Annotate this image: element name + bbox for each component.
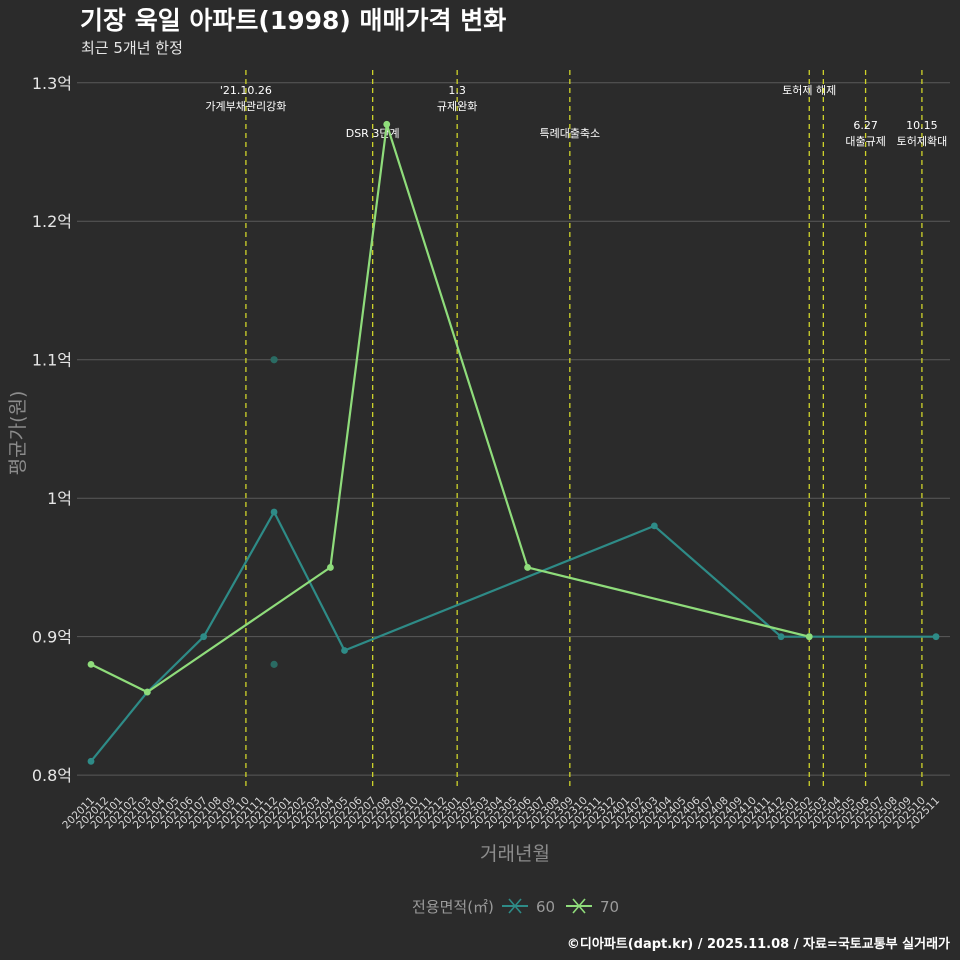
data-point-60-0 — [87, 757, 95, 765]
y-tick-label-2: 1억 — [47, 489, 72, 508]
event-label-2-0: 1.3 — [448, 84, 466, 97]
y-tick-labels: 0.8억 0.9억 1억 1.1억 1.2억 1.3억 — [32, 74, 72, 785]
data-point-60-2 — [200, 633, 208, 641]
event-label-2-1: 규제완화 — [437, 100, 477, 113]
legend-label-70: 70 — [600, 898, 619, 916]
y-tick-label-4: 1.2억 — [32, 212, 72, 231]
event-label-7-0: 10.15 — [906, 119, 938, 132]
data-point-60-8 — [932, 633, 940, 641]
data-point-70-3 — [383, 120, 391, 128]
y-tick-label-1: 0.9억 — [32, 628, 72, 647]
scatter-point-60-1 — [270, 660, 278, 668]
data-point-70-4 — [524, 564, 531, 571]
chart-title: 기장 욱일 아파트(1998) 매매가격 변화 — [80, 6, 506, 35]
legend: 전용면적(㎡) 60 70 — [412, 898, 619, 916]
event-label-0-0: '21.10.26 — [220, 84, 272, 97]
source-caption: ©디아파트(dapt.kr) / 2025.11.08 / 자료=국토교통부 실… — [567, 936, 950, 952]
data-point-70-1 — [143, 688, 151, 696]
x-axis-title: 거래년월 — [480, 843, 550, 865]
legend-key-70 — [566, 898, 592, 914]
data-point-60-3 — [270, 508, 278, 516]
legend-label-60: 60 — [536, 898, 555, 916]
event-label-0-1: 가계부채관리강화 — [205, 100, 286, 113]
event-label-6-1: 대출규제 — [845, 135, 885, 148]
scatter-point-60-0 — [270, 356, 278, 364]
y-tick-label-5: 1.3억 — [32, 74, 72, 93]
event-label-4-0: 토허제 해제 — [782, 83, 836, 97]
x-tick-labels: 2020112020122021012021022021032021042021… — [60, 794, 942, 831]
y-tick-label-0: 0.8억 — [32, 766, 72, 785]
series-line-70 — [90, 123, 810, 694]
y-gridlines — [77, 82, 950, 776]
event-label-3-0: 특례대출축소 — [539, 127, 600, 140]
chart-subtitle: 최근 5개년 한정 — [81, 39, 183, 57]
data-point-60-6 — [777, 633, 785, 641]
data-point-70-5 — [805, 633, 813, 641]
y-axis-title: 평균가(원) — [7, 391, 29, 476]
data-series — [87, 120, 940, 765]
data-point-60-4 — [341, 647, 348, 654]
legend-title: 전용면적(㎡) — [412, 898, 494, 916]
event-label-7-1: 토허제확대 — [897, 135, 948, 148]
data-point-70-2 — [327, 564, 334, 571]
data-point-60-5 — [650, 522, 658, 530]
event-label-6-0: 6.27 — [853, 119, 878, 132]
data-point-70-0 — [87, 660, 95, 668]
legend-key-60 — [502, 898, 528, 914]
y-tick-label-3: 1.1억 — [32, 351, 72, 370]
